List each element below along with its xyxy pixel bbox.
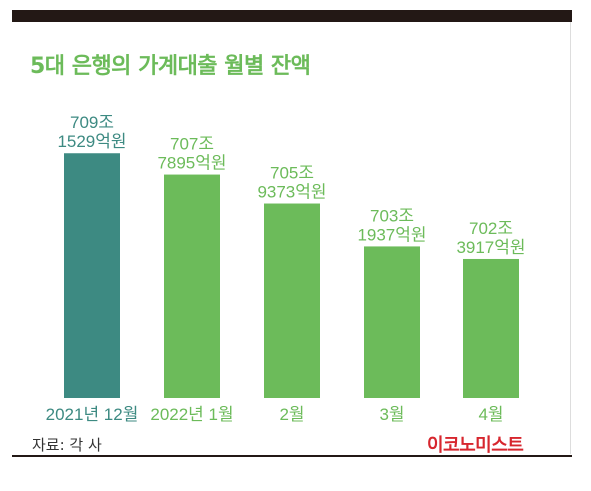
- data-label-4-line-2: 1937억원: [357, 225, 426, 244]
- data-label-3-line-1: 705조: [270, 164, 314, 183]
- category-label-1: 2021년 12월: [46, 405, 139, 424]
- category-label-3: 2월: [279, 405, 304, 424]
- data-label-4-line-1: 703조: [370, 206, 414, 225]
- bar-1: [64, 153, 120, 398]
- category-label-5: 4월: [478, 405, 503, 424]
- chart-frame: [12, 22, 571, 454]
- data-label-5-line-1: 702조: [469, 219, 513, 238]
- bar-2: [164, 174, 220, 398]
- data-label-3-line-2: 9373억원: [257, 183, 326, 202]
- data-label-2-line-1: 707조: [170, 135, 214, 154]
- bar-4: [364, 246, 420, 398]
- data-label-2-line-2: 7895억원: [157, 154, 226, 173]
- data-label-1-line-2: 1529억원: [57, 132, 126, 151]
- chart-title: 5대 은행의 가계대출 월별 잔액: [30, 54, 311, 79]
- top-rule: [12, 10, 572, 22]
- source-note: 자료: 각 사: [32, 436, 102, 454]
- brand-logo: 이코노미스트: [427, 435, 524, 456]
- bar-3: [264, 203, 320, 398]
- bottom-rule: [12, 455, 572, 457]
- data-label-5-line-2: 3917억원: [456, 238, 525, 257]
- category-label-2: 2022년 1월: [150, 405, 233, 424]
- bar-5: [463, 258, 519, 398]
- category-label-4: 3월: [379, 405, 404, 424]
- data-label-1-line-1: 709조: [70, 113, 114, 132]
